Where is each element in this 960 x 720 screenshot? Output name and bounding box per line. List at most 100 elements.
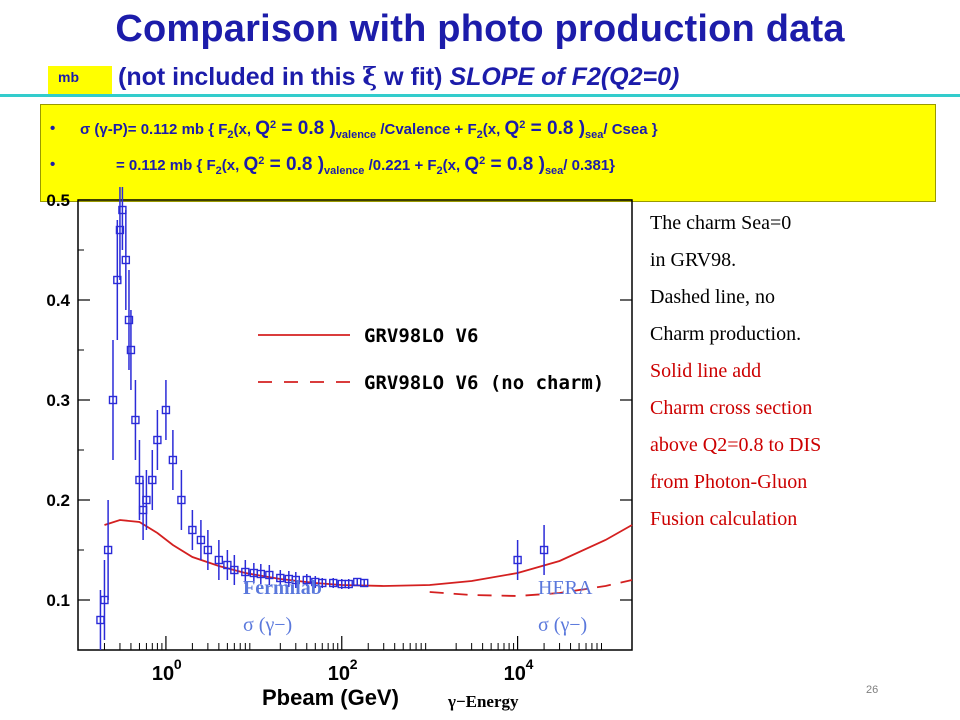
y-tick-label: 0.2 <box>46 491 70 510</box>
y-tick-label: 0.4 <box>46 291 70 310</box>
x-tick-base: 10 <box>328 663 350 685</box>
formula-1-q: Q <box>255 118 270 139</box>
formula-2-e: (x, <box>442 157 465 174</box>
formula-2-b: (x, <box>221 157 244 174</box>
data-point <box>126 345 136 355</box>
hera-label: HERA <box>538 577 593 599</box>
subtitle-part-c: SLOPE of F2(Q2=0) <box>449 63 680 91</box>
formula-1-d: /Cvalence + F <box>376 121 477 138</box>
x-tick-exponent: 2 <box>350 656 358 672</box>
bullet-1: • <box>50 120 56 137</box>
data-point <box>113 275 122 285</box>
formula-2-sup-a: 2 <box>258 155 265 167</box>
series-line <box>429 579 633 597</box>
formula-2-d: /0.221 + F <box>364 157 437 174</box>
page-number: 26 <box>866 684 879 696</box>
data-point <box>344 579 353 589</box>
data-point <box>241 567 250 577</box>
data-point <box>276 573 285 583</box>
side-note-0: The charm Sea=0 <box>650 212 792 234</box>
energy-label: γ−Energy <box>448 692 519 711</box>
xi-symbol: ξ <box>362 62 378 91</box>
legend-label: GRV98LO V6 <box>364 325 478 347</box>
x-tick-exponent: 0 <box>174 656 182 672</box>
data-point <box>188 525 197 535</box>
plot-frame <box>77 199 633 651</box>
formula-2-f: = 0.8 ) <box>485 154 545 175</box>
formula-line-2: = 0.112 mb { F2(x, Q2 = 0.8 )valence /0.… <box>116 154 615 177</box>
x-axis-label: Pbeam (GeV) <box>262 685 399 710</box>
formula-2-sub-a: 2 <box>215 165 222 177</box>
data-point <box>161 405 171 415</box>
data-point <box>360 578 369 588</box>
y-tick-label: 0.3 <box>46 391 70 410</box>
data-point <box>148 475 157 485</box>
formula-1-sup-a: 2 <box>270 119 277 131</box>
formula-1-sup-b: 2 <box>519 119 526 131</box>
side-note-2: Dashed line, no <box>650 286 775 308</box>
header-divider <box>0 94 960 97</box>
bullet-2: • <box>50 156 56 173</box>
page-subtitle: (not included in this ξ w fit) SLOPE of … <box>118 62 679 92</box>
data-point <box>230 565 239 575</box>
formula-1-sub-sea: sea <box>585 129 604 141</box>
side-note-4: Solid line add <box>650 360 762 382</box>
formula-1-sub-val: valence <box>335 129 377 141</box>
data-point <box>177 495 186 505</box>
formula-1-sub-b: 2 <box>476 129 483 141</box>
formula-line-1: σ (γ-P)= 0.112 mb { F2(x, Q2 = 0.8 )vale… <box>80 118 658 141</box>
data-point <box>291 575 300 585</box>
formula-2-c: = 0.8 ) <box>264 154 325 175</box>
formula-2-a: = 0.112 mb { F <box>116 157 216 174</box>
formula-2-sub-b: 2 <box>436 165 443 177</box>
y-tick-label: 0.5 <box>46 191 70 210</box>
data-point <box>265 570 274 580</box>
formula-2-q: Q <box>243 154 259 175</box>
data-point <box>329 578 338 588</box>
data-point <box>142 495 151 505</box>
data-point <box>108 395 118 405</box>
side-note-8: Fusion calculation <box>650 508 798 530</box>
formula-2-sub-val: valence <box>324 165 365 177</box>
side-note-1: in GRV98. <box>650 249 737 271</box>
page-title: Comparison with photo production data <box>115 8 845 50</box>
formula-1-b: (x, <box>233 121 256 138</box>
data-point <box>203 545 213 555</box>
series-line <box>104 519 633 587</box>
data-point <box>223 560 232 570</box>
formula-2-q2: Q <box>464 154 480 175</box>
data-point <box>318 578 327 588</box>
subtitle-part-a: (not included in this <box>118 63 363 91</box>
data-point <box>121 255 131 265</box>
x-tick-exponent: 4 <box>526 656 534 672</box>
data-point <box>196 535 206 545</box>
formula-1-q2: Q <box>504 118 520 139</box>
formula-1-a: σ (γ-P)= 0.112 mb { F <box>80 121 228 138</box>
side-note-7: from Photon-Gluon <box>650 471 808 493</box>
data-point <box>256 569 266 579</box>
fermilab-label: Fermilab <box>243 577 322 599</box>
hera-sigma-label: σ (γ−) <box>538 614 588 636</box>
data-point <box>115 225 125 235</box>
formula-1-sub-a: 2 <box>227 129 234 141</box>
side-note-5: Charm cross section <box>650 397 813 419</box>
side-note-6: above Q2=0.8 to DIS <box>650 434 822 456</box>
x-tick-base: 10 <box>152 663 174 685</box>
data-point <box>103 545 113 555</box>
data-point <box>131 415 140 425</box>
data-point <box>302 575 311 585</box>
formula-1-c: = 0.8 ) <box>276 118 336 139</box>
formula-box <box>40 104 936 202</box>
formula-2-sub-sea: sea <box>544 165 564 177</box>
legend-label: GRV98LO V6 (no charm) <box>364 372 604 394</box>
x-tick-base: 10 <box>504 663 526 685</box>
formula-1-e: (x, <box>482 121 505 138</box>
side-note-3: Charm production. <box>650 323 802 345</box>
subtitle-part-b: w fit) <box>377 63 450 91</box>
data-point <box>214 555 224 565</box>
mb-label: mb <box>48 66 112 96</box>
formula-2-sup-b: 2 <box>479 155 486 167</box>
data-point <box>539 545 549 555</box>
data-point <box>513 555 522 565</box>
